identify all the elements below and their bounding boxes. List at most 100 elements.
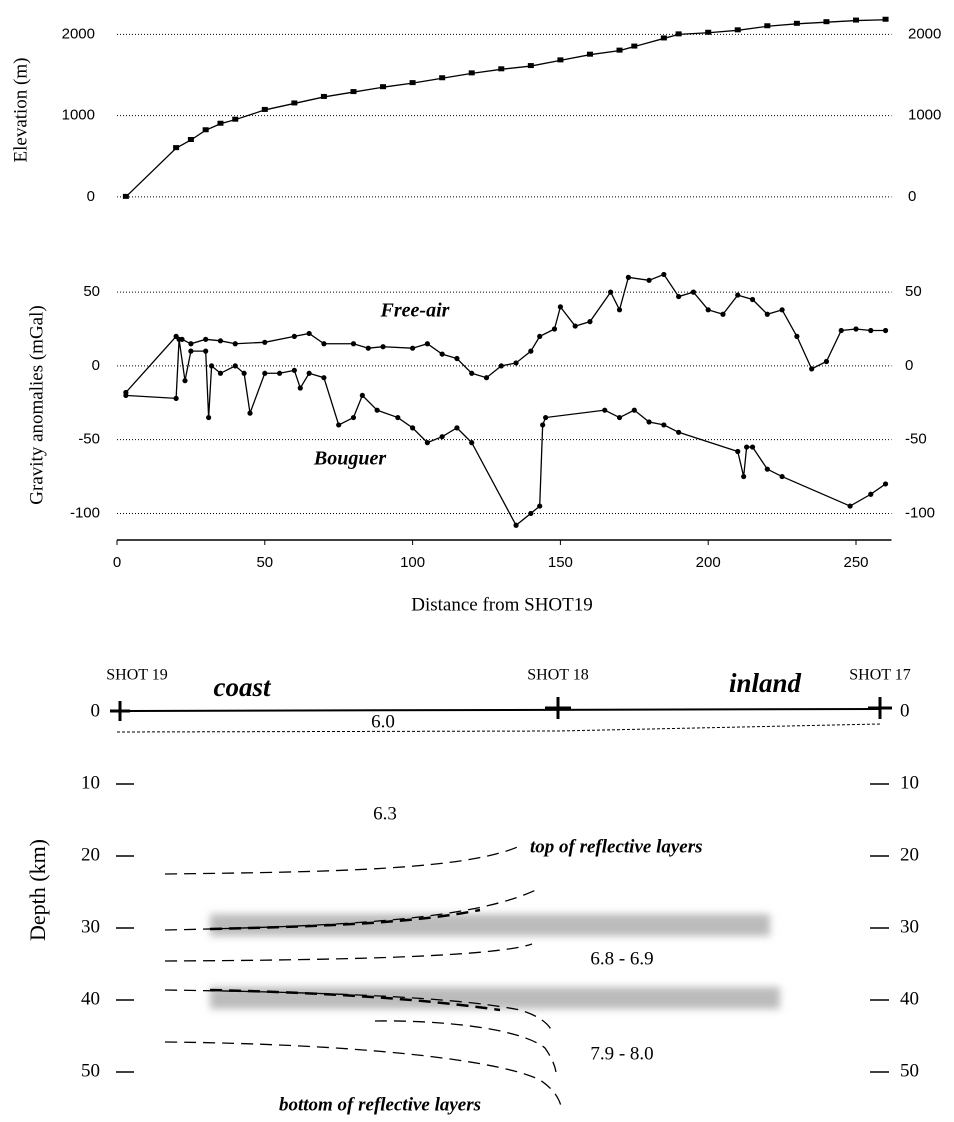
y-tick-label: 1000 [908, 107, 941, 124]
point [616, 307, 623, 313]
point [616, 414, 623, 421]
shot-label: SHOT 18 [527, 667, 589, 684]
point [853, 17, 859, 23]
point [336, 422, 342, 428]
point [424, 440, 430, 446]
point [853, 326, 859, 332]
point [779, 307, 785, 313]
point [359, 392, 365, 399]
series-line [125, 339, 886, 527]
point [764, 23, 771, 29]
point [823, 19, 830, 25]
point [676, 429, 682, 435]
point [734, 27, 741, 33]
point [631, 43, 638, 49]
point [794, 333, 800, 339]
point [261, 106, 268, 112]
point [631, 407, 637, 413]
point [882, 481, 889, 487]
point [247, 410, 253, 416]
y-tick-label: 20 [900, 844, 919, 865]
y-tick-label: 20 [81, 844, 100, 865]
point [498, 363, 504, 369]
shot-label: SHOT 17 [849, 667, 911, 684]
point [483, 375, 490, 381]
point [572, 323, 578, 329]
point [469, 440, 475, 446]
region-label: coast [214, 672, 272, 702]
point [528, 348, 534, 354]
point [537, 333, 543, 339]
x-tick-label: 50 [256, 554, 273, 571]
y-tick-label: 0 [908, 188, 916, 205]
point [764, 466, 770, 472]
point [468, 70, 475, 76]
x-tick-label: 250 [843, 554, 868, 571]
y-axis-label: Elevation (m) [10, 58, 31, 163]
annotation: bottom of reflective layers [279, 1094, 481, 1115]
point [291, 100, 298, 106]
point [749, 296, 756, 303]
point [203, 336, 209, 342]
point [616, 47, 623, 53]
point [690, 289, 697, 295]
point [173, 145, 180, 151]
point [291, 333, 297, 339]
point [705, 307, 711, 313]
velocity-label: 7.9 - 8.0 [590, 1043, 653, 1064]
x-tick-label: 100 [400, 554, 425, 571]
point [720, 311, 726, 317]
point [868, 327, 874, 334]
y-tick-label: 0 [905, 357, 913, 374]
y-tick-label: 40 [81, 988, 100, 1009]
section-layout [110, 697, 892, 1111]
y-tick-label: 0 [900, 700, 910, 721]
point [744, 444, 750, 450]
point [217, 338, 224, 344]
point [409, 80, 416, 86]
x-tick-label: 0 [113, 554, 121, 571]
point [306, 370, 312, 376]
point [749, 444, 756, 450]
point [123, 392, 129, 399]
point [232, 363, 238, 369]
point [380, 84, 387, 90]
y-tick-label: 50 [83, 283, 100, 300]
y-tick-label: 0 [87, 188, 95, 205]
series-label: Bouguer [313, 448, 386, 470]
point [676, 293, 682, 300]
point [608, 289, 614, 295]
velocity-label: 6.8 - 6.9 [590, 948, 653, 969]
point [320, 93, 327, 99]
point [262, 370, 268, 376]
y-tick-label: 50 [81, 1060, 100, 1081]
point [297, 385, 303, 391]
point [537, 503, 543, 509]
point [276, 370, 283, 376]
y-tick-label: 30 [81, 916, 100, 937]
point [241, 370, 247, 376]
point [660, 35, 667, 41]
point [291, 367, 297, 373]
series-label: Free-air [380, 300, 450, 322]
point [540, 422, 546, 428]
y-tick-label: 1000 [62, 107, 95, 124]
point [646, 277, 652, 283]
x-tick-label: 150 [548, 554, 573, 571]
y-tick-label: -50 [905, 431, 927, 448]
point [439, 75, 446, 81]
y-axis-label: Gravity anomalies (mGal) [26, 305, 47, 504]
point [321, 341, 327, 347]
y-tick-label: 40 [900, 988, 919, 1009]
point [217, 120, 224, 126]
point [395, 414, 401, 421]
point [350, 89, 357, 95]
point [122, 193, 129, 199]
point [176, 336, 182, 342]
point [602, 407, 608, 413]
point [847, 503, 853, 509]
point [208, 363, 215, 369]
point [528, 510, 534, 517]
region-label: inland [729, 668, 802, 698]
